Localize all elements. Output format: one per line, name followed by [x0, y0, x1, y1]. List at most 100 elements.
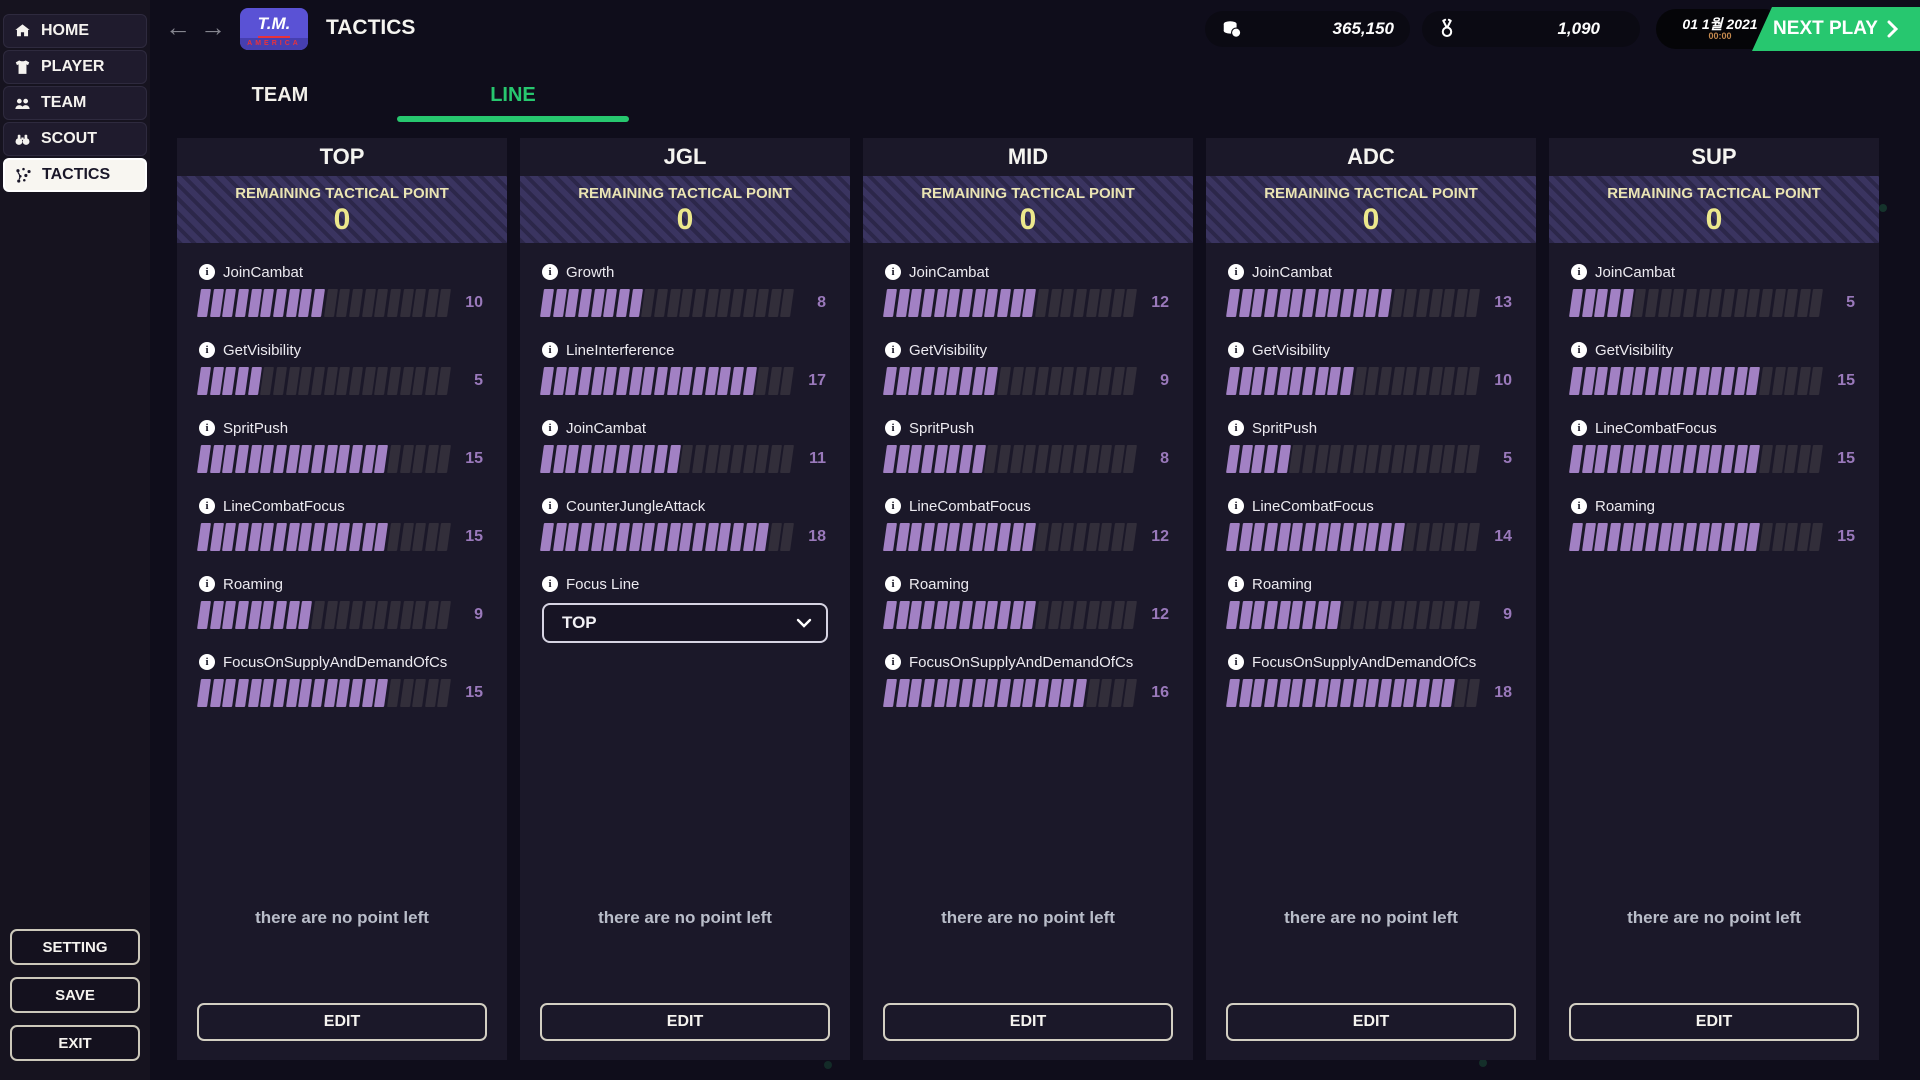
bar-segment — [1784, 523, 1798, 551]
exit-button[interactable]: EXIT — [10, 1025, 140, 1061]
bar-segment — [946, 367, 960, 395]
tactic-stat: i FocusOnSupplyAndDemandOfCs 16 — [883, 653, 1171, 707]
info-icon[interactable]: i — [199, 654, 215, 670]
info-icon[interactable]: i — [1228, 342, 1244, 358]
info-icon[interactable]: i — [885, 654, 901, 670]
tactic-stat-bar-row: 9 — [883, 367, 1171, 395]
bar-segment — [323, 445, 338, 473]
info-icon[interactable]: i — [199, 498, 215, 514]
tactic-stat: i Roaming 15 — [1569, 497, 1857, 551]
info-icon[interactable]: i — [199, 264, 215, 280]
info-icon[interactable]: i — [1571, 342, 1587, 358]
info-icon[interactable]: i — [1228, 498, 1244, 514]
info-icon[interactable]: i — [1571, 420, 1587, 436]
tactic-stat-value: 5 — [1846, 294, 1855, 311]
next-play-button[interactable]: NEXT PLAY — [1752, 7, 1920, 51]
bar-segment — [628, 289, 643, 317]
remaining-points-value: 0 — [1705, 202, 1723, 236]
bar-segment — [958, 601, 973, 629]
bar-segment — [1771, 445, 1786, 473]
bar-segment — [235, 367, 249, 395]
info-icon[interactable]: i — [885, 498, 901, 514]
sidebar-item-label: TACTICS — [42, 166, 111, 183]
focus-line-select[interactable]: TOP — [542, 603, 828, 643]
tactic-stat-header: i JoinCambat — [542, 419, 828, 437]
info-icon[interactable]: i — [1228, 264, 1244, 280]
info-icon[interactable]: i — [542, 342, 558, 358]
tab-line[interactable]: LINE — [490, 84, 536, 106]
player-icon — [15, 59, 30, 74]
bar-segment — [209, 367, 224, 395]
info-icon[interactable]: i — [199, 342, 215, 358]
tactic-stat-bar — [1226, 289, 1481, 317]
bar-segment — [1441, 367, 1455, 395]
info-icon[interactable]: i — [542, 420, 558, 436]
stat-list: i Growth 8 i LineInterference 17 i JoinCambat 11… — [520, 243, 850, 908]
sidebar-item-tactics[interactable]: TACTICS — [3, 158, 147, 192]
tactic-stat-value: 15 — [1837, 528, 1855, 545]
bar-segment — [336, 523, 350, 551]
bar-segment — [552, 445, 567, 473]
sidebar-item-team[interactable]: TEAM — [3, 86, 147, 120]
bar-segment — [1670, 367, 1684, 395]
bar-segment — [996, 679, 1011, 707]
bar-segment — [1085, 445, 1100, 473]
tactic-stat-header: i Roaming — [1228, 575, 1514, 593]
bar-segment — [361, 679, 376, 707]
edit-button[interactable]: EDIT — [1569, 1003, 1859, 1041]
bar-segment — [1238, 523, 1253, 551]
tactic-stat-value: 8 — [817, 294, 826, 311]
bar-segment — [1415, 289, 1430, 317]
info-icon[interactable]: i — [199, 420, 215, 436]
forward-arrow-button[interactable]: → — [200, 12, 226, 42]
save-button[interactable]: SAVE — [10, 977, 140, 1013]
bar-segment — [310, 367, 325, 395]
sidebar-item-player[interactable]: PLAYER — [3, 50, 147, 84]
bar-segment — [1047, 367, 1062, 395]
info-icon[interactable]: i — [885, 420, 901, 436]
bar-segment — [310, 289, 325, 317]
info-icon[interactable]: i — [1228, 576, 1244, 592]
exit-button-label: EXIT — [58, 1034, 92, 1052]
bar-segment — [958, 367, 973, 395]
bar-segment — [921, 367, 935, 395]
setting-button[interactable]: SETTING — [10, 929, 140, 965]
info-icon[interactable]: i — [885, 576, 901, 592]
tactic-stat: i Growth 8 — [540, 263, 828, 317]
tactic-stat-value: 15 — [1837, 450, 1855, 467]
info-icon[interactable]: i — [1228, 654, 1244, 670]
bar-segment — [946, 289, 960, 317]
bar-segment — [996, 367, 1011, 395]
bar-segment — [933, 289, 948, 317]
info-icon[interactable]: i — [542, 576, 558, 592]
info-icon[interactable]: i — [542, 498, 558, 514]
bar-segment — [653, 367, 668, 395]
remaining-points-label: REMAINING TACTICAL POINT — [1264, 184, 1478, 202]
tactic-stat: i Roaming 9 — [1226, 575, 1514, 629]
edit-button[interactable]: EDIT — [197, 1003, 487, 1041]
bar-segment — [1098, 523, 1112, 551]
bar-segment — [984, 601, 998, 629]
bar-segment — [996, 523, 1011, 551]
sidebar-item-home[interactable]: HOME — [3, 14, 147, 48]
bar-segment — [742, 367, 757, 395]
bar-segment — [1415, 445, 1430, 473]
edit-button[interactable]: EDIT — [883, 1003, 1173, 1041]
info-icon[interactable]: i — [199, 576, 215, 592]
info-icon[interactable]: i — [1571, 498, 1587, 514]
back-arrow-button[interactable]: ← — [165, 12, 191, 42]
bar-segment — [260, 523, 274, 551]
info-icon[interactable]: i — [1228, 420, 1244, 436]
edit-button[interactable]: EDIT — [540, 1003, 830, 1041]
info-icon[interactable]: i — [885, 342, 901, 358]
info-icon[interactable]: i — [885, 264, 901, 280]
bar-segment — [1072, 601, 1087, 629]
edit-button[interactable]: EDIT — [1226, 1003, 1516, 1041]
info-icon[interactable]: i — [1571, 264, 1587, 280]
bar-segment — [1784, 367, 1798, 395]
info-icon[interactable]: i — [542, 264, 558, 280]
bar-segment — [1098, 679, 1112, 707]
bar-segment — [717, 445, 731, 473]
sidebar-item-scout[interactable]: SCOUT — [3, 122, 147, 156]
tab-team[interactable]: TEAM — [251, 84, 309, 106]
